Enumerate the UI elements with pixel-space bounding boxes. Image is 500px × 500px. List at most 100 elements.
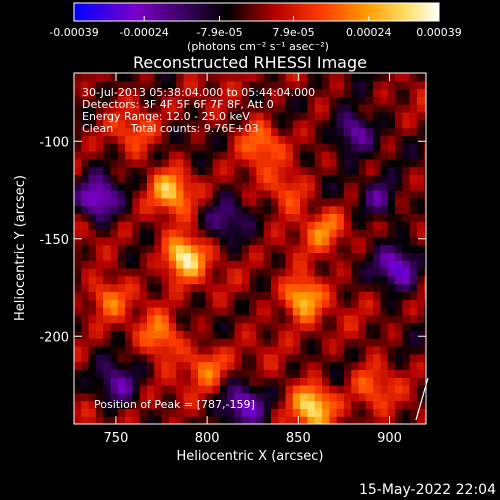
heatmap-cell [234,369,243,378]
heatmap-cell [358,283,367,292]
heatmap-cell [249,96,257,105]
heatmap-cell [424,291,426,300]
heatmap-cell [125,275,133,285]
heatmap-cell [95,346,104,355]
heatmap-cell [314,338,323,347]
heatmap-cell [227,314,236,324]
heatmap-cell [161,236,170,246]
heatmap-cell [249,338,257,347]
heatmap-cell [234,314,243,324]
heatmap-cell [387,190,396,199]
heatmap-cell [409,260,418,269]
heatmap-cell [329,314,338,324]
plot-frame [73,72,427,425]
heatmap-cell [219,377,228,386]
heatmap-cell [74,322,82,331]
heatmap-cell [424,346,426,355]
heatmap-cell [103,408,112,417]
heatmap-cell [125,361,133,370]
heatmap-cell [212,307,221,316]
heatmap-cell [285,197,294,207]
heatmap-cell [394,73,403,82]
heatmap-cell [329,400,338,409]
heatmap-cell [219,252,228,261]
heatmap-cell [263,330,272,339]
heatmap-cell [373,400,382,409]
heatmap-cell [88,299,97,308]
heatmap-cell [95,190,104,199]
heatmap-cell [88,104,97,113]
heatmap-cell [117,151,126,160]
heatmap-cell [329,174,338,183]
heatmap-cell [278,361,287,370]
heatmap-cell [103,135,112,144]
heatmap-cell [81,330,90,339]
heatmap-cell [278,143,287,152]
heatmap-cell [198,283,206,292]
heatmap-cell [74,260,82,269]
heatmap-cell [329,346,338,355]
heatmap-cell [74,158,82,168]
heatmap-cell [424,361,426,370]
heatmap-cell [154,369,163,378]
heatmap-cell [81,275,90,285]
heatmap-cell [125,236,133,246]
heatmap-cell [227,353,236,363]
heatmap-cell [198,416,206,424]
heatmap-cell [249,182,257,191]
heatmap-cell [373,96,382,105]
heatmap-cell [241,385,250,394]
heatmap-cell [139,127,148,136]
heatmap-cell [81,283,90,292]
heatmap-cell [256,96,265,105]
heatmap-cell [241,307,250,316]
heatmap-cell [88,119,97,129]
heatmap-cell [300,353,309,363]
heatmap-cell [132,80,141,90]
heatmap-cell [146,260,155,269]
heatmap-cell [256,229,265,238]
heatmap-cell [154,127,163,136]
heatmap-cell [219,236,228,246]
heatmap-cell [307,392,316,402]
heatmap-cell [314,221,323,230]
heatmap-cell [125,416,133,424]
heatmap-cell [270,205,279,214]
heatmap-cell [409,330,418,339]
heatmap-cell [74,197,82,207]
heatmap-cell [380,80,389,90]
heatmap-cell [329,221,338,230]
heatmap-cell [387,353,396,363]
heatmap-cell [154,119,163,129]
heatmap-cell [88,283,97,292]
heatmap-cell [205,80,214,90]
heatmap-cell [416,174,425,183]
heatmap-cell [358,182,367,191]
heatmap-cell [292,174,301,183]
heatmap-cell [416,392,425,402]
heatmap-cell [292,314,301,324]
heatmap-cell [329,369,338,378]
heatmap-cell [146,275,155,285]
heatmap-cell [416,104,425,113]
heatmap-cell [300,143,309,152]
heatmap-cell [139,244,148,253]
heatmap-cell [198,400,206,409]
heatmap-cell [154,377,163,386]
heatmap-cell [190,400,199,409]
heatmap-cell [125,229,133,238]
heatmap-cell [343,112,352,121]
heatmap-cell [365,119,374,129]
heatmap-cell [402,369,411,378]
heatmap-cell [190,408,199,417]
heatmap-cell [161,353,170,363]
heatmap-cell [74,338,82,347]
heatmap-cell [161,221,170,230]
heatmap-cell [249,80,257,90]
heatmap-cell [117,268,126,277]
heatmap-cell [394,143,403,152]
heatmap-cell [322,369,330,378]
heatmap-cell [125,143,133,152]
heatmap-cell [387,307,396,316]
heatmap-cell [358,127,367,136]
